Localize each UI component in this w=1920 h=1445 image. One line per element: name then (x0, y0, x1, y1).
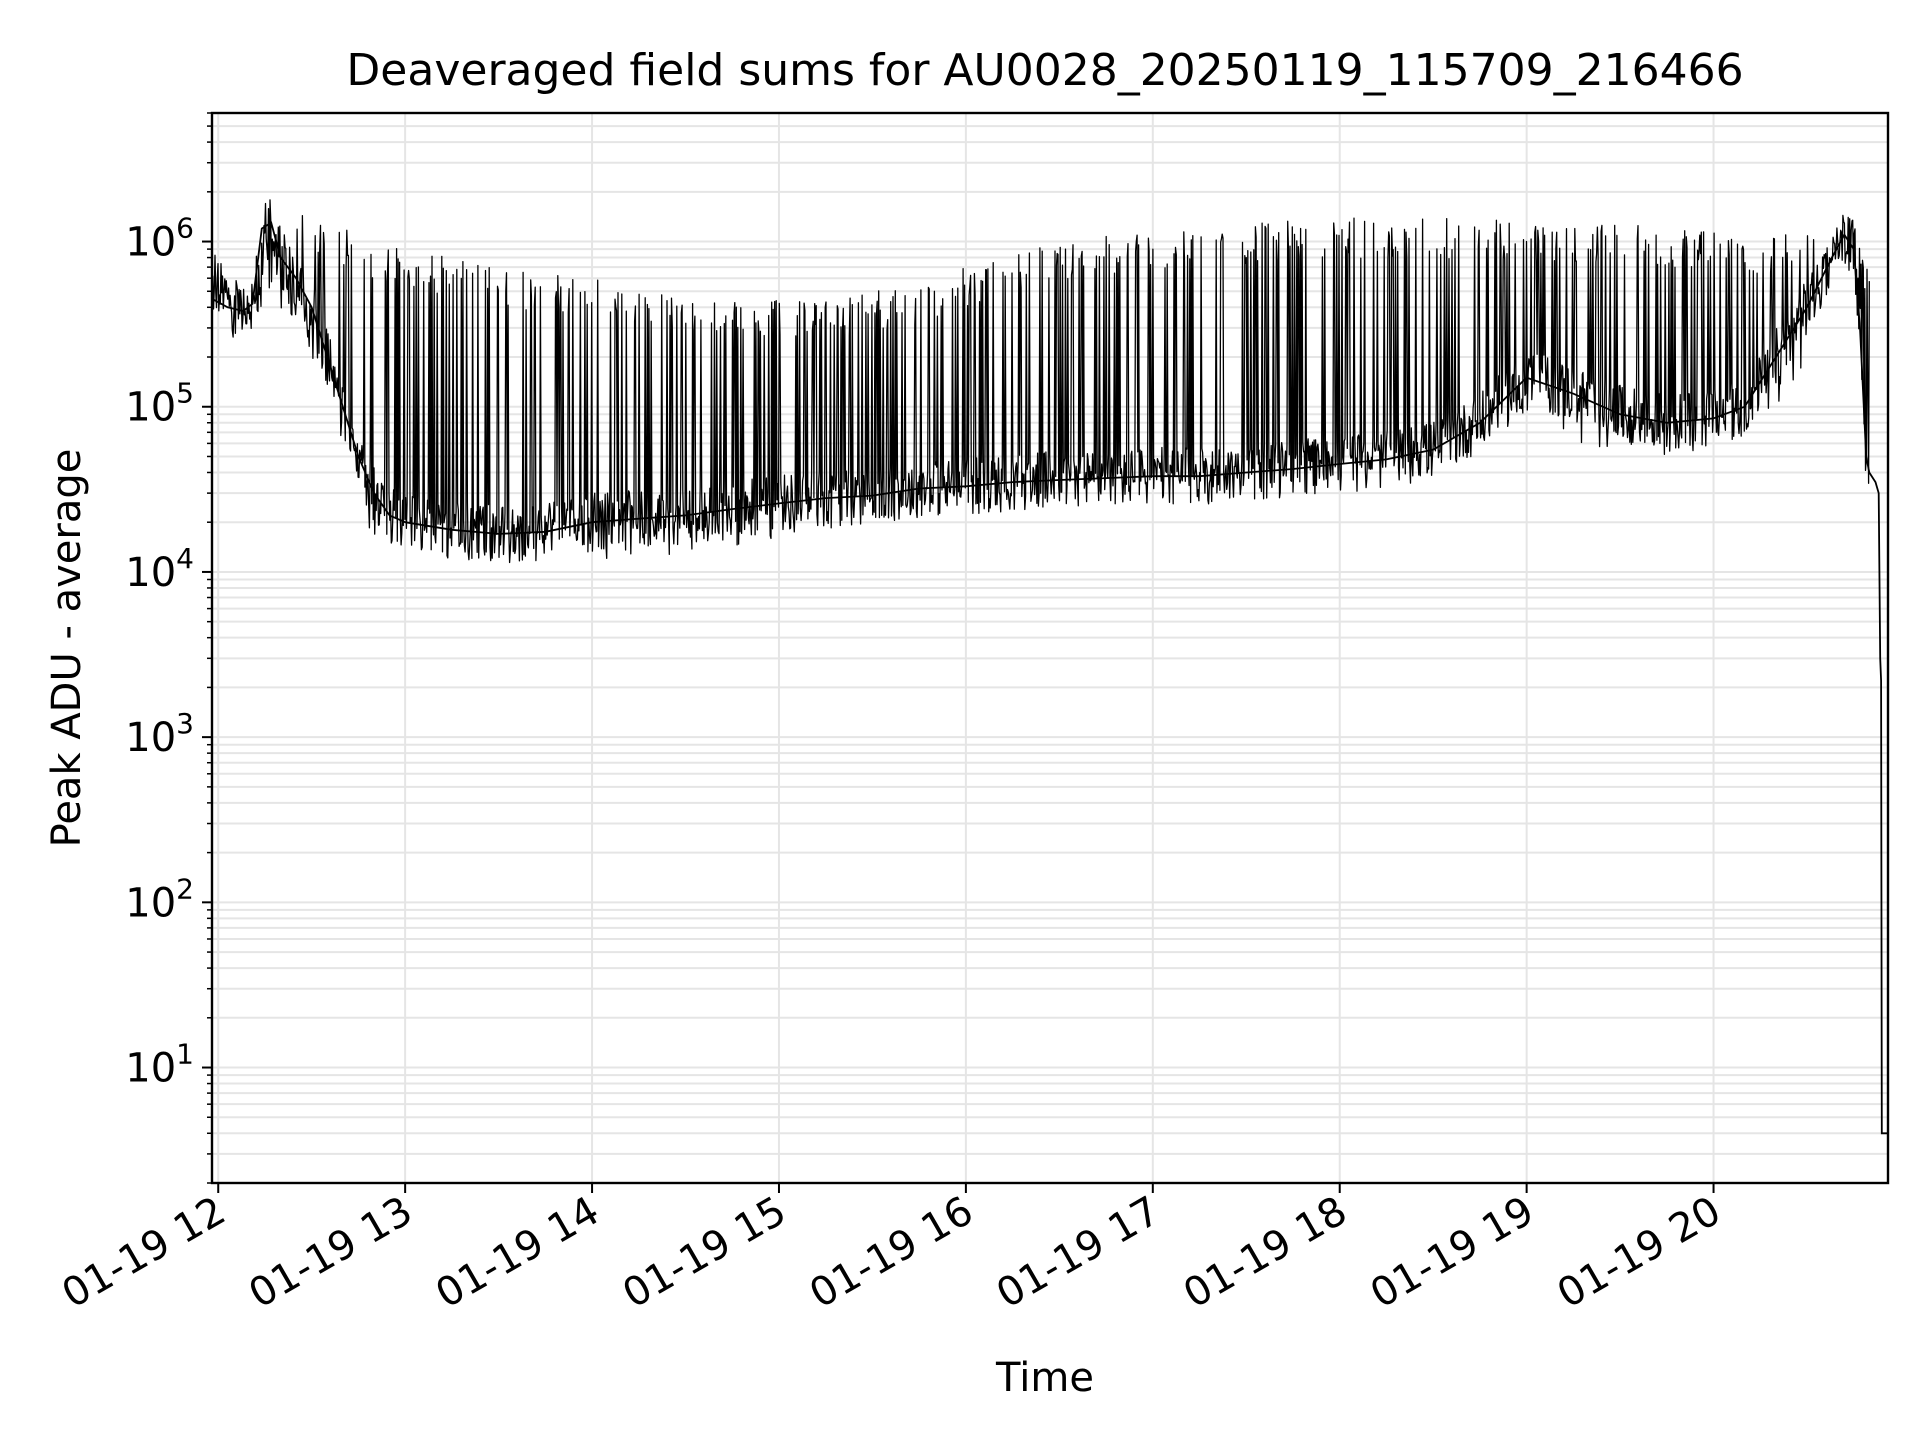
plot-data (211, 199, 1888, 1135)
y-tick-label: 105 (125, 377, 194, 431)
y-tick-label: 102 (125, 872, 194, 926)
x-tick-label: 01-19 19 (1363, 1188, 1542, 1318)
x-tick-label: 01-19 15 (615, 1188, 794, 1318)
y-tick-label: 101 (125, 1038, 194, 1092)
series-trace (211, 199, 1870, 564)
x-tick-label: 01-19 13 (241, 1188, 420, 1318)
y-tick-label-exponent: 2 (176, 872, 194, 905)
y-tick-label: 106 (125, 212, 194, 266)
gridlines (212, 112, 1888, 1184)
y-tick-label: 104 (125, 542, 194, 596)
x-tick-label: 01-19 20 (1550, 1188, 1729, 1318)
y-tick-label: 103 (125, 707, 194, 761)
y-tick-label-base: 10 (125, 550, 176, 596)
y-tick-label-base: 10 (125, 1046, 176, 1092)
series-baseline (211, 221, 1888, 1135)
y-tick-label-base: 10 (125, 220, 176, 266)
y-tick-label-exponent: 5 (176, 377, 194, 410)
x-tick-label: 01-19 14 (428, 1188, 607, 1318)
y-tick-label-base: 10 (125, 880, 176, 926)
x-tick-label: 01-19 16 (802, 1188, 981, 1318)
x-tick-label: 01-19 17 (989, 1188, 1168, 1318)
y-tick-label-base: 10 (125, 385, 176, 431)
y-tick-label-exponent: 3 (176, 707, 194, 740)
x-axis-label: Time (995, 1355, 1094, 1401)
chart-title: Deaveraged field sums for AU0028_2025011… (346, 45, 1743, 96)
y-tick-label-exponent: 1 (176, 1038, 194, 1071)
y-tick-label-exponent: 6 (176, 212, 194, 245)
plot-frame (210, 111, 1890, 1185)
x-tick-label: 01-19 12 (54, 1188, 233, 1318)
y-axis-label: Peak ADU - average (44, 449, 90, 848)
y-tick-label-base: 10 (125, 715, 176, 761)
x-tick-label: 01-19 18 (1176, 1188, 1355, 1318)
y-tick-label-exponent: 4 (176, 542, 194, 575)
